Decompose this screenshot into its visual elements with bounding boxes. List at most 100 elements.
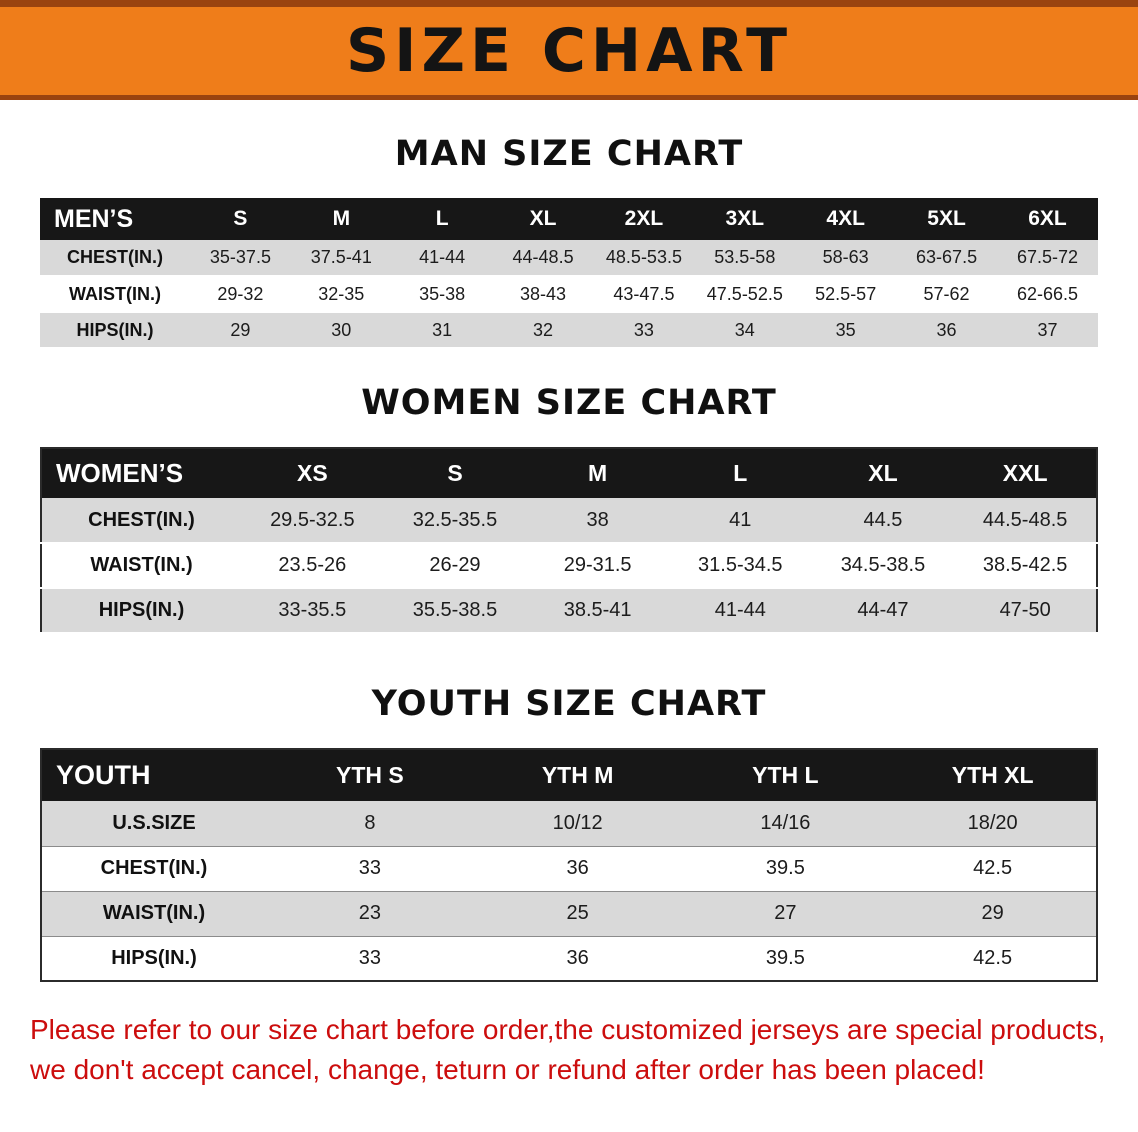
- size-chart-banner: SIZE CHART: [0, 0, 1138, 100]
- value-cell: 35.5-38.5: [383, 588, 527, 634]
- value-cell: 34: [694, 312, 796, 349]
- value-cell: 23: [266, 891, 474, 937]
- value-cell: 33-35.5: [241, 588, 384, 634]
- row-label: HIPS(IN.): [40, 312, 190, 349]
- table-row: WAIST(IN.) 23.5-26 26-29 29-31.5 31.5-34.5 34…: [41, 543, 1097, 589]
- value-cell: 32-35: [290, 276, 392, 313]
- row-label: HIPS(IN.): [41, 936, 266, 981]
- value-cell: 44.5: [811, 498, 955, 544]
- value-cell: 44-47: [811, 588, 955, 634]
- table-row: CHEST(IN.) 29.5-32.5 32.5-35.5 38 41 44.5 44.5…: [41, 498, 1097, 544]
- value-cell: 29-31.5: [526, 543, 669, 589]
- value-cell: 63-67.5: [896, 240, 997, 277]
- size-header-cell: L: [668, 448, 812, 498]
- disclaimer-text: Please refer to our size chart before or…: [30, 1010, 1118, 1090]
- value-cell: 52.5-57: [795, 276, 897, 313]
- header-row: MEN’S S M L XL 2XL 3XL 4XL 5XL 6XL: [40, 198, 1098, 240]
- disclaimer-line-1: Please refer to our size chart before or…: [30, 1014, 1106, 1045]
- value-cell: 42.5: [889, 936, 1097, 981]
- value-cell: 47-50: [954, 588, 1097, 634]
- section-youth: YOUTH SIZE CHART YOUTH YTH S YTH M YTH L YTH …: [0, 684, 1138, 982]
- header-row: WOMEN’S XS S M L XL XXL: [41, 448, 1097, 498]
- value-cell: 58-63: [795, 240, 897, 277]
- value-cell: 38-43: [492, 276, 594, 313]
- value-cell: 18/20: [889, 801, 1097, 847]
- value-cell: 26-29: [383, 543, 527, 589]
- value-cell: 37.5-41: [290, 240, 392, 277]
- row-label: CHEST(IN.): [40, 240, 190, 277]
- value-cell: 41-44: [668, 588, 812, 634]
- size-header-cell: M: [526, 448, 669, 498]
- row-label: WAIST(IN.): [41, 543, 241, 589]
- value-cell: 29: [190, 312, 291, 349]
- value-cell: 43-47.5: [593, 276, 695, 313]
- value-cell: 33: [266, 846, 474, 892]
- size-chart-sections: MAN SIZE CHART MEN’S S M L XL 2XL 3XL 4XL 5XL 6XL C…: [0, 134, 1138, 982]
- size-header-cell: XS: [241, 448, 384, 498]
- table-title-cell: MEN’S: [40, 198, 190, 240]
- size-header-cell: YTH S: [266, 749, 474, 801]
- size-header-cell: YTH M: [473, 749, 682, 801]
- value-cell: 35-38: [391, 276, 493, 313]
- value-cell: 36: [473, 936, 682, 981]
- size-header-cell: 6XL: [997, 198, 1098, 240]
- size-header-cell: 2XL: [593, 198, 695, 240]
- size-table-youth: YOUTH YTH S YTH M YTH L YTH XL U.S.SIZE 8 10/12…: [40, 748, 1098, 982]
- value-cell: 35-37.5: [190, 240, 291, 277]
- table-row: WAIST(IN.) 29-32 32-35 35-38 38-43 43-47.5 47.…: [40, 276, 1098, 313]
- table-row: HIPS(IN.) 29 30 31 32 33 34 35 36 37: [40, 312, 1098, 349]
- value-cell: 29-32: [190, 276, 291, 313]
- value-cell: 37: [997, 312, 1098, 349]
- size-header-cell: L: [391, 198, 493, 240]
- value-cell: 31.5-34.5: [668, 543, 812, 589]
- value-cell: 41: [668, 498, 812, 544]
- size-header-cell: S: [190, 198, 291, 240]
- value-cell: 38.5-42.5: [954, 543, 1097, 589]
- table-row: HIPS(IN.) 33 36 39.5 42.5: [41, 936, 1097, 981]
- value-cell: 29: [889, 891, 1097, 937]
- value-cell: 44-48.5: [492, 240, 594, 277]
- value-cell: 36: [473, 846, 682, 892]
- row-label: HIPS(IN.): [41, 588, 241, 634]
- value-cell: 31: [391, 312, 493, 349]
- disclaimer-line-2: we don't accept cancel, change, teturn o…: [30, 1053, 985, 1085]
- section-women: WOMEN SIZE CHART WOMEN’S XS S M L XL XXL CHEST(I…: [0, 383, 1138, 634]
- heading-men: MAN SIZE CHART: [394, 134, 744, 174]
- value-cell: 30: [290, 312, 392, 349]
- value-cell: 36: [896, 312, 997, 349]
- value-cell: 62-66.5: [997, 276, 1098, 313]
- size-header-cell: 3XL: [694, 198, 796, 240]
- table-row: CHEST(IN.) 35-37.5 37.5-41 41-44 44-48.5 48.5…: [40, 240, 1098, 277]
- value-cell: 48.5-53.5: [593, 240, 695, 277]
- value-cell: 41-44: [391, 240, 493, 277]
- value-cell: 34.5-38.5: [811, 543, 955, 589]
- value-cell: 29.5-32.5: [241, 498, 384, 544]
- heading-youth: YOUTH SIZE CHART: [371, 684, 767, 724]
- value-cell: 39.5: [681, 846, 890, 892]
- section-men: MAN SIZE CHART MEN’S S M L XL 2XL 3XL 4XL 5XL 6XL C…: [0, 134, 1138, 349]
- value-cell: 33: [266, 936, 474, 981]
- value-cell: 32.5-35.5: [383, 498, 527, 544]
- size-table-women: WOMEN’S XS S M L XL XXL CHEST(IN.) 29.5-32.5 32.5…: [40, 447, 1098, 634]
- table-row: U.S.SIZE 8 10/12 14/16 18/20: [41, 801, 1097, 847]
- size-chart-content: MAN SIZE CHART MEN’S S M L XL 2XL 3XL 4XL 5XL 6XL C…: [0, 134, 1138, 1090]
- value-cell: 39.5: [681, 936, 890, 981]
- header-row: YOUTH YTH S YTH M YTH L YTH XL: [41, 749, 1097, 801]
- table-title-cell: WOMEN’S: [41, 448, 241, 498]
- table-row: WAIST(IN.) 23 25 27 29: [41, 891, 1097, 937]
- size-header-cell: XXL: [954, 448, 1097, 498]
- value-cell: 35: [795, 312, 897, 349]
- value-cell: 14/16: [681, 801, 890, 847]
- row-label: WAIST(IN.): [40, 276, 190, 313]
- value-cell: 67.5-72: [997, 240, 1098, 277]
- value-cell: 25: [473, 891, 682, 937]
- table-title-cell: YOUTH: [41, 749, 266, 801]
- value-cell: 44.5-48.5: [954, 498, 1097, 544]
- value-cell: 27: [681, 891, 890, 937]
- row-label: U.S.SIZE: [41, 801, 266, 847]
- size-header-cell: YTH L: [681, 749, 890, 801]
- row-label: CHEST(IN.): [41, 498, 241, 544]
- table-row: HIPS(IN.) 33-35.5 35.5-38.5 38.5-41 41-44 44-…: [41, 588, 1097, 634]
- value-cell: 38.5-41: [526, 588, 669, 634]
- row-label: CHEST(IN.): [41, 846, 266, 892]
